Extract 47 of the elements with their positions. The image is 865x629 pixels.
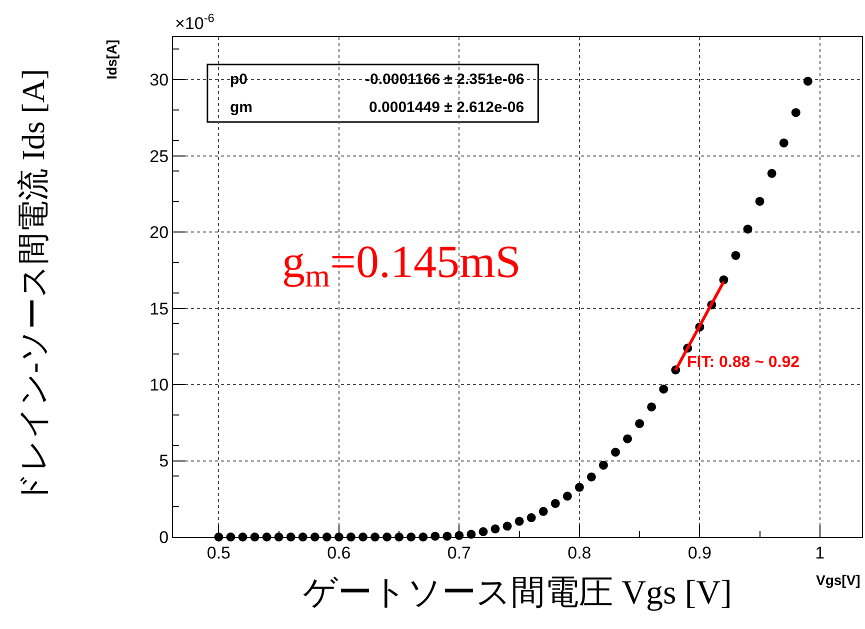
y-tick-label: 5 xyxy=(159,452,169,471)
point xyxy=(538,506,548,516)
point xyxy=(659,384,668,394)
y-tick-label: 20 xyxy=(150,223,169,242)
point xyxy=(586,472,596,482)
point xyxy=(562,492,572,501)
point xyxy=(574,482,584,492)
x-tick-label: 0.9 xyxy=(688,543,712,562)
point xyxy=(755,196,764,206)
annotation: gm xyxy=(230,99,252,116)
point xyxy=(635,419,644,428)
point xyxy=(803,76,812,86)
y-tick-label: 15 xyxy=(150,299,169,318)
annotation: g$_{m}$=0.145mS xyxy=(282,236,521,294)
x-axis-title: ゲートソース間電圧 Vgs [V] xyxy=(303,574,732,612)
text: Ids[A] xyxy=(103,40,120,80)
x-tick-label: 1 xyxy=(815,543,825,562)
y-tick-label: 25 xyxy=(150,146,169,166)
point xyxy=(502,522,512,531)
x-tick-label: 0.6 xyxy=(327,543,351,562)
y-axis-title: ドレイン-ソース間電流 Ids [A] xyxy=(14,68,51,506)
point xyxy=(791,108,800,118)
x-tick-label: 0.5 xyxy=(206,543,231,562)
point xyxy=(490,524,500,534)
y-tick-label: 30 xyxy=(150,70,169,90)
point xyxy=(526,513,536,522)
annotation: FIT: 0.88 ~ 0.92 xyxy=(687,354,800,371)
text: Vgs[V] xyxy=(816,572,860,588)
x-tick-label: 0.7 xyxy=(447,543,471,562)
point xyxy=(647,402,656,412)
point xyxy=(550,498,560,508)
point xyxy=(623,434,632,444)
annotation: p0 xyxy=(230,71,248,88)
point xyxy=(743,224,752,234)
annotation: 0.0001449 ± 2.612e-06 xyxy=(369,99,524,116)
x-tick-label: 0.8 xyxy=(568,543,592,562)
point xyxy=(611,448,620,457)
point xyxy=(779,138,788,148)
point xyxy=(478,527,488,536)
point xyxy=(598,460,608,470)
point xyxy=(767,168,776,178)
point xyxy=(731,250,740,260)
text: ×10$^{-6}$ xyxy=(175,11,215,34)
annotation: -0.0001166 ± 2.351e-06 xyxy=(365,71,524,88)
y-tick-label: 10 xyxy=(150,376,169,395)
y-tick-label: 0 xyxy=(159,528,169,547)
point xyxy=(514,516,524,526)
